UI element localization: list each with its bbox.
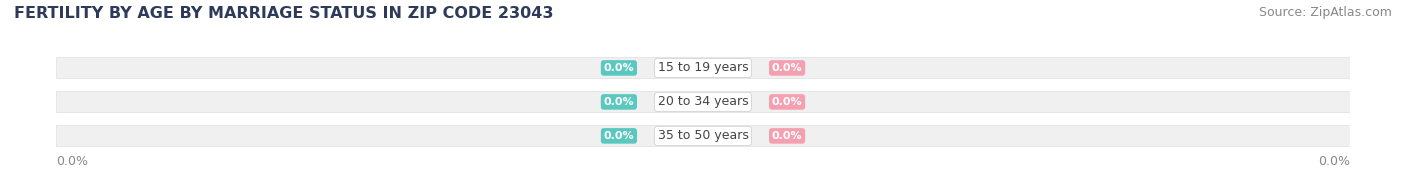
Text: 15 to 19 years: 15 to 19 years — [658, 62, 748, 74]
Text: FERTILITY BY AGE BY MARRIAGE STATUS IN ZIP CODE 23043: FERTILITY BY AGE BY MARRIAGE STATUS IN Z… — [14, 6, 554, 21]
Bar — [56, 125, 1350, 146]
Text: 0.0%: 0.0% — [603, 131, 634, 141]
Text: Source: ZipAtlas.com: Source: ZipAtlas.com — [1258, 6, 1392, 19]
Text: 0.0%: 0.0% — [56, 155, 89, 168]
Text: 35 to 50 years: 35 to 50 years — [658, 129, 748, 142]
Text: 0.0%: 0.0% — [772, 63, 803, 73]
Bar — [56, 91, 1350, 113]
Text: 0.0%: 0.0% — [1317, 155, 1350, 168]
Text: 0.0%: 0.0% — [603, 63, 634, 73]
Text: 20 to 34 years: 20 to 34 years — [658, 95, 748, 108]
Text: 0.0%: 0.0% — [772, 131, 803, 141]
Bar — [56, 57, 1350, 78]
Text: 0.0%: 0.0% — [603, 97, 634, 107]
Text: 0.0%: 0.0% — [772, 97, 803, 107]
